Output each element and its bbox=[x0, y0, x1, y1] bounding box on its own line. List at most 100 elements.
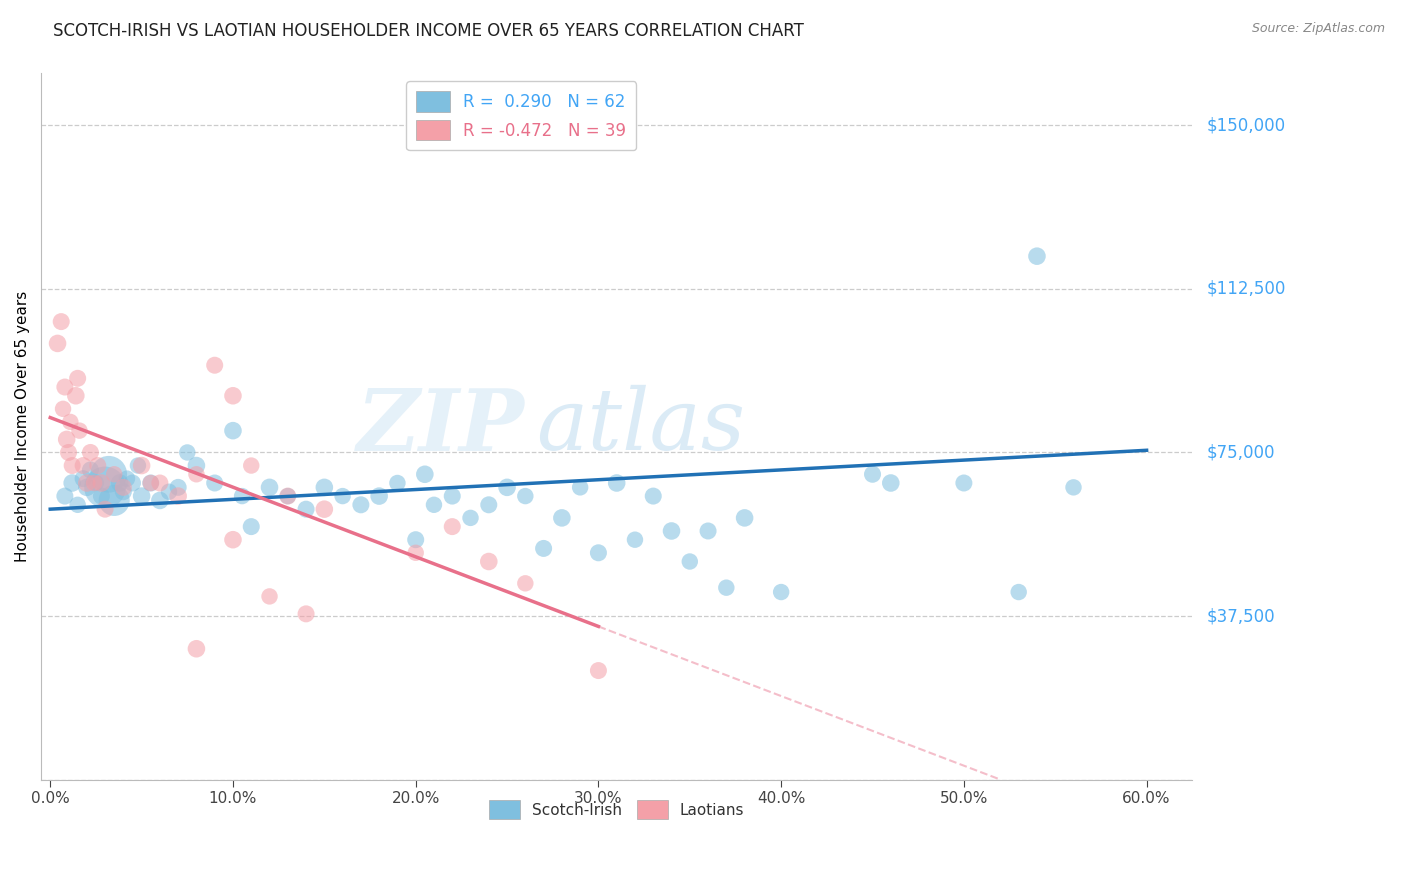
Point bbox=[222, 424, 245, 438]
Point bbox=[60, 458, 83, 473]
Point bbox=[588, 546, 610, 560]
Point bbox=[79, 463, 101, 477]
Point bbox=[460, 511, 482, 525]
Point bbox=[1008, 585, 1031, 599]
Point bbox=[413, 467, 436, 482]
Text: $75,000: $75,000 bbox=[1206, 443, 1275, 461]
Point bbox=[59, 415, 82, 429]
Point bbox=[76, 475, 98, 490]
Point bbox=[84, 475, 107, 490]
Point bbox=[862, 467, 884, 482]
Point bbox=[186, 467, 208, 482]
Point bbox=[79, 445, 101, 459]
Point bbox=[405, 546, 427, 560]
Point bbox=[112, 484, 135, 499]
Point bbox=[441, 489, 464, 503]
Point bbox=[277, 489, 299, 503]
Point bbox=[52, 401, 75, 416]
Point bbox=[87, 458, 110, 473]
Point bbox=[423, 498, 446, 512]
Text: $150,000: $150,000 bbox=[1206, 116, 1285, 135]
Point bbox=[167, 489, 190, 503]
Point bbox=[231, 489, 253, 503]
Point bbox=[76, 480, 98, 494]
Point bbox=[222, 389, 245, 403]
Point bbox=[112, 480, 135, 494]
Point bbox=[72, 458, 94, 473]
Point bbox=[770, 585, 793, 599]
Point bbox=[259, 590, 281, 604]
Point bbox=[186, 458, 208, 473]
Point bbox=[103, 493, 125, 508]
Point bbox=[157, 484, 180, 499]
Point bbox=[533, 541, 555, 556]
Point bbox=[405, 533, 427, 547]
Point bbox=[240, 458, 263, 473]
Point bbox=[679, 554, 702, 568]
Point bbox=[551, 511, 574, 525]
Point bbox=[83, 475, 105, 490]
Point bbox=[441, 519, 464, 533]
Point bbox=[176, 445, 198, 459]
Point bbox=[1063, 480, 1085, 494]
Point bbox=[624, 533, 647, 547]
Point bbox=[60, 475, 83, 490]
Point bbox=[115, 472, 138, 486]
Text: SCOTCH-IRISH VS LAOTIAN HOUSEHOLDER INCOME OVER 65 YEARS CORRELATION CHART: SCOTCH-IRISH VS LAOTIAN HOUSEHOLDER INCO… bbox=[53, 22, 804, 40]
Point bbox=[259, 480, 281, 494]
Point bbox=[139, 475, 162, 490]
Point bbox=[149, 493, 172, 508]
Point bbox=[661, 524, 683, 538]
Point bbox=[58, 445, 80, 459]
Point bbox=[697, 524, 720, 538]
Point bbox=[131, 489, 153, 503]
Point bbox=[97, 467, 120, 482]
Point bbox=[103, 467, 125, 482]
Point bbox=[94, 502, 117, 516]
Point bbox=[186, 641, 208, 656]
Point bbox=[569, 480, 592, 494]
Legend: Scotch-Irish, Laotians: Scotch-Irish, Laotians bbox=[482, 794, 751, 825]
Text: atlas: atlas bbox=[536, 385, 745, 467]
Point bbox=[350, 498, 373, 512]
Point bbox=[66, 498, 89, 512]
Point bbox=[90, 489, 112, 503]
Point bbox=[515, 489, 537, 503]
Point bbox=[167, 480, 190, 494]
Point bbox=[332, 489, 354, 503]
Point bbox=[108, 475, 131, 490]
Point bbox=[55, 433, 77, 447]
Text: $112,500: $112,500 bbox=[1206, 280, 1285, 298]
Point bbox=[953, 475, 976, 490]
Point bbox=[295, 502, 318, 516]
Point bbox=[222, 533, 245, 547]
Point bbox=[53, 380, 76, 394]
Point bbox=[131, 458, 153, 473]
Text: $37,500: $37,500 bbox=[1206, 607, 1275, 625]
Point bbox=[66, 371, 89, 385]
Point bbox=[387, 475, 409, 490]
Point bbox=[46, 336, 69, 351]
Point bbox=[368, 489, 391, 503]
Point bbox=[295, 607, 318, 621]
Y-axis label: Householder Income Over 65 years: Householder Income Over 65 years bbox=[15, 291, 30, 562]
Point bbox=[139, 475, 162, 490]
Point bbox=[90, 475, 112, 490]
Point bbox=[880, 475, 903, 490]
Point bbox=[606, 475, 628, 490]
Point bbox=[478, 554, 501, 568]
Point bbox=[496, 480, 519, 494]
Point bbox=[204, 358, 226, 372]
Point bbox=[277, 489, 299, 503]
Point bbox=[643, 489, 665, 503]
Point bbox=[588, 664, 610, 678]
Point bbox=[94, 480, 117, 494]
Point bbox=[734, 511, 756, 525]
Point bbox=[240, 519, 263, 533]
Point bbox=[1026, 249, 1049, 263]
Point bbox=[314, 502, 336, 516]
Point bbox=[127, 458, 149, 473]
Text: Source: ZipAtlas.com: Source: ZipAtlas.com bbox=[1251, 22, 1385, 36]
Point bbox=[149, 475, 172, 490]
Point bbox=[51, 315, 73, 329]
